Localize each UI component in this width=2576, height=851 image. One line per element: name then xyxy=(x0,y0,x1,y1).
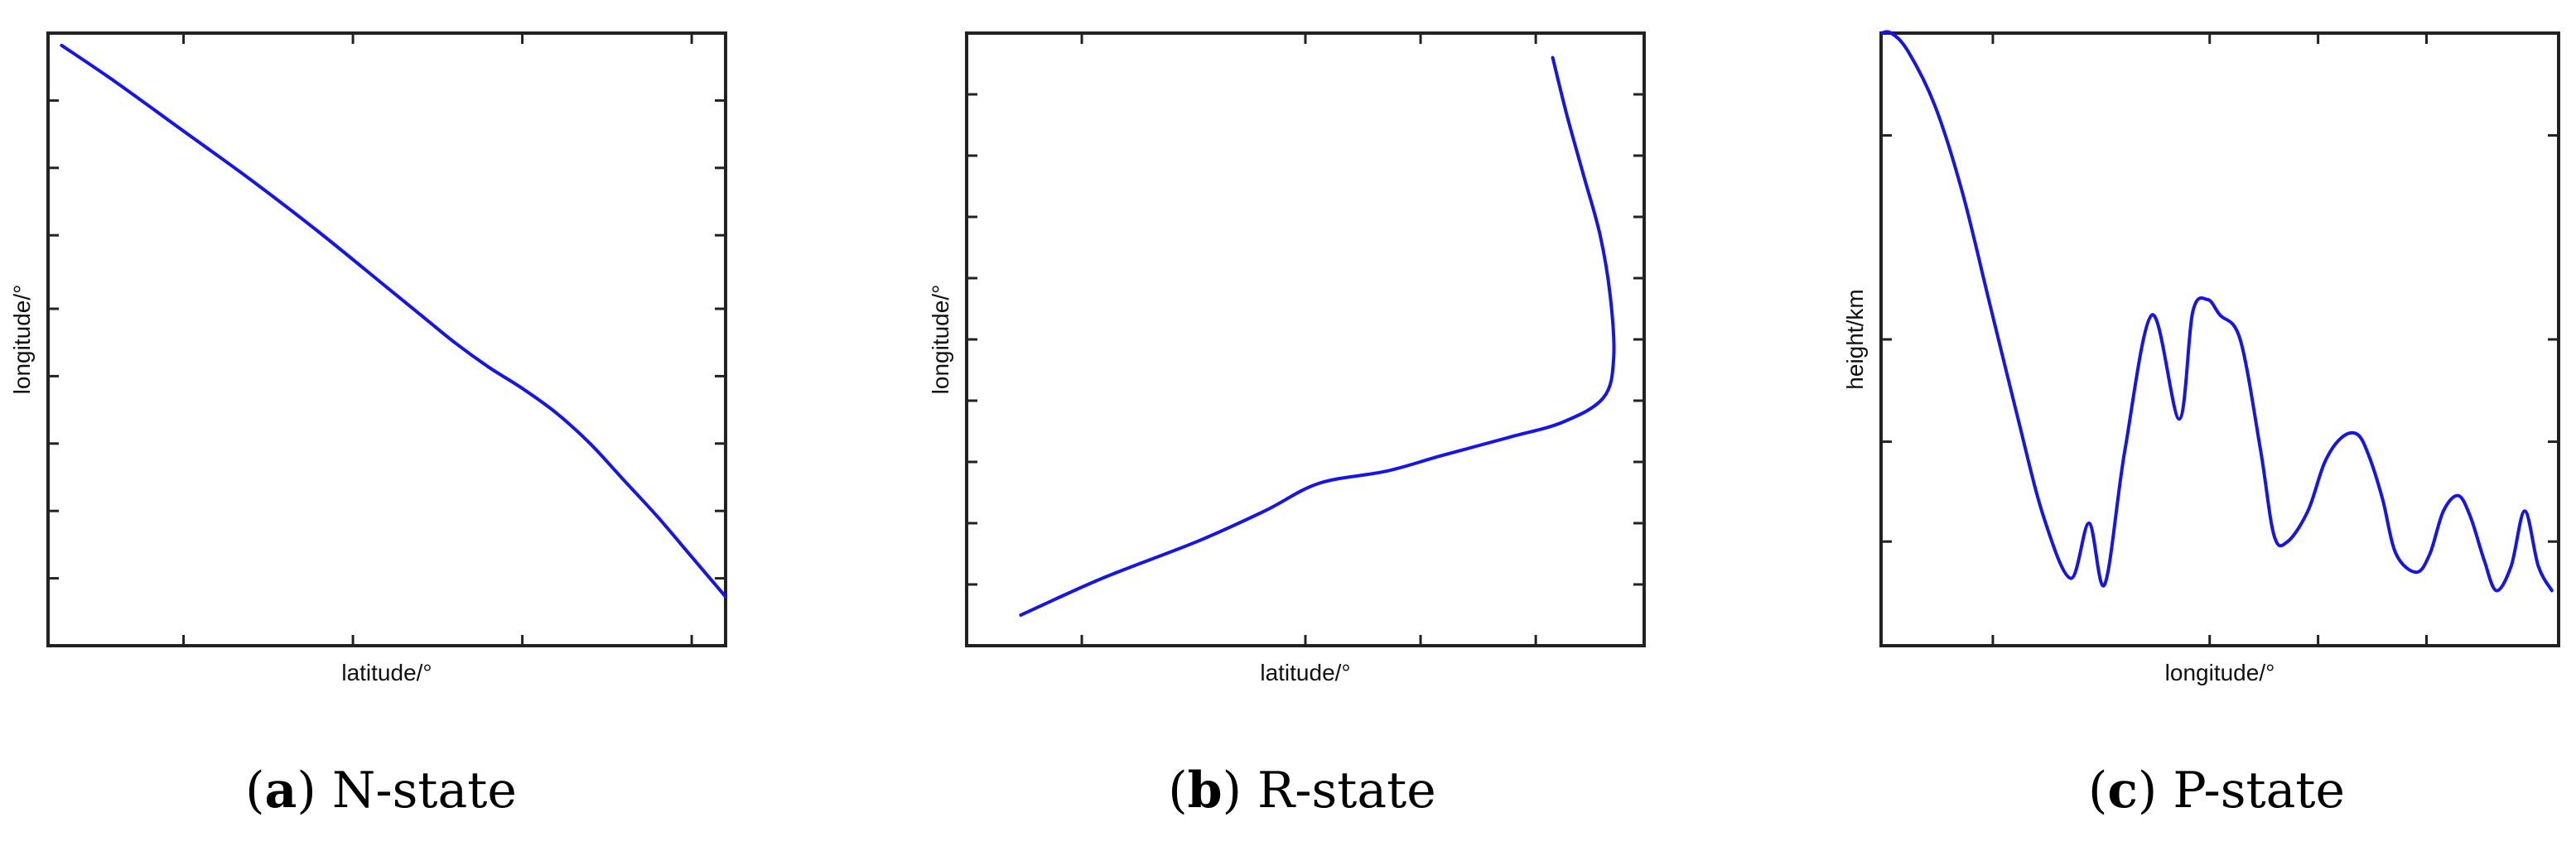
caption-c-text: P-state xyxy=(2173,762,2346,820)
chart-panel-b: latitude/° longitude/° xyxy=(928,31,1646,685)
caption-b-letter: b xyxy=(1187,762,1223,820)
x-axis-label-c: longitude/° xyxy=(2165,660,2275,685)
caption-a-text: N-state xyxy=(331,762,517,820)
x-axis-label-b: latitude/° xyxy=(1260,660,1350,685)
caption-c: (c) P-state xyxy=(2087,762,2346,820)
series-line-b-0 xyxy=(1019,55,1616,617)
chart-panel-c: longitude/° height/km xyxy=(1842,30,2560,685)
y-axis-label-a: longitude/° xyxy=(9,285,35,395)
chart-panel-a: latitude/° longitude/° xyxy=(9,31,727,685)
series-line-c-0 xyxy=(1879,30,2554,593)
plot-frame-c xyxy=(1879,31,2560,647)
y-axis-label-c: height/km xyxy=(1842,289,1868,389)
x-axis-label-a: latitude/° xyxy=(341,660,432,685)
caption-c-letter: c xyxy=(2107,762,2138,820)
caption-b: (b) R-state xyxy=(1168,762,1436,820)
y-axis-label-b: longitude/° xyxy=(928,285,953,395)
caption-a: (a) N-state xyxy=(245,762,517,820)
plot-frame-a xyxy=(46,31,727,647)
caption-b-text: R-state xyxy=(1257,762,1436,820)
series-line-a-0 xyxy=(60,43,727,599)
plot-frame-b xyxy=(965,31,1646,647)
caption-a-letter: a xyxy=(264,762,297,820)
